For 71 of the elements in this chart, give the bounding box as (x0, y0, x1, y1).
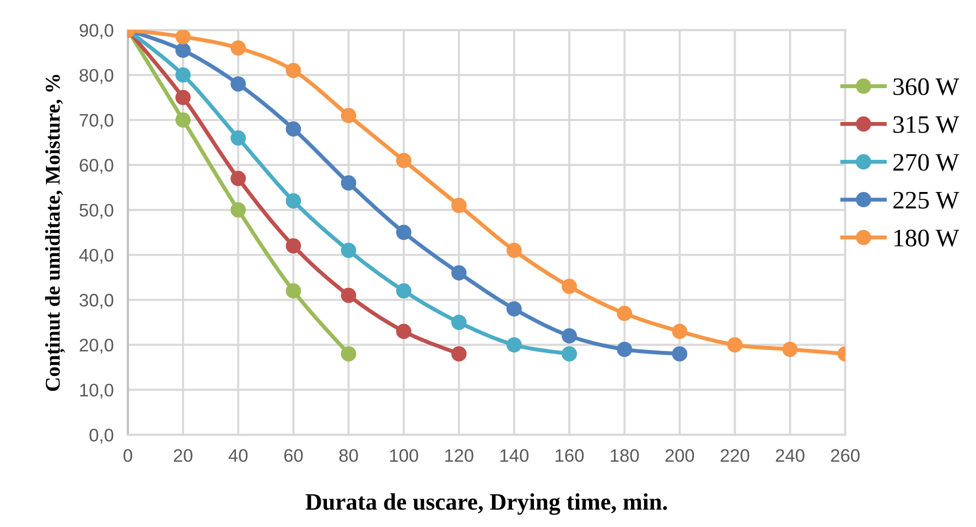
point (340, 175, 356, 191)
y-axis-title: Conținut de umiditate, Moisture, % (45, 74, 65, 391)
point (396, 283, 412, 299)
point (506, 242, 522, 258)
point (782, 342, 798, 357)
point (672, 324, 688, 339)
legend-label: 180 W (894, 230, 960, 247)
point (616, 306, 632, 321)
point (175, 90, 191, 106)
point (396, 224, 412, 240)
point (230, 202, 246, 218)
point (451, 346, 467, 362)
y-tick-label: 20,0 (80, 338, 114, 354)
point (616, 342, 632, 357)
point (175, 112, 191, 128)
x-tick-label: 40 (228, 449, 248, 462)
x-tick-label: 160 (556, 449, 584, 462)
point (175, 67, 191, 83)
x-tick-label: 80 (339, 449, 358, 462)
point (340, 346, 356, 362)
y-tick-label: 80,0 (80, 68, 114, 84)
x-tick-label: 240 (776, 449, 804, 462)
point (506, 337, 522, 352)
point (286, 238, 302, 254)
x-tick-label: 0 (124, 449, 132, 462)
point (396, 324, 412, 339)
point (175, 30, 191, 44)
y-tick-label: 40,0 (79, 248, 114, 264)
point (340, 288, 356, 304)
y-tick-label: 70,0 (80, 114, 114, 129)
x-tick-label: 20 (174, 449, 192, 462)
point (340, 108, 356, 124)
y-tick-label: 60,0 (80, 158, 114, 174)
point (340, 242, 356, 258)
point (506, 301, 522, 316)
point (286, 193, 302, 209)
legend-label: 270 W (893, 154, 960, 171)
y-tick-label: 50,0 (80, 204, 114, 219)
point (451, 198, 467, 214)
y-tick-label: 90,0 (80, 24, 114, 39)
point (230, 76, 246, 92)
x-tick-label: 260 (831, 449, 860, 462)
legend-label: 360 W (893, 78, 960, 96)
point (230, 40, 246, 56)
point (230, 170, 246, 186)
x-tick-label: 200 (666, 449, 694, 462)
point (562, 346, 577, 362)
point (175, 42, 191, 58)
point (396, 152, 412, 168)
legend-label: 225 W (893, 192, 960, 209)
y-tick-label: 10,0 (80, 384, 114, 399)
point (672, 346, 688, 362)
point (286, 121, 302, 137)
x-tick-label: 220 (720, 449, 750, 462)
point (286, 283, 302, 299)
x-axis-title: Durata de uscare, Drying time, min. (306, 493, 667, 515)
x-tick-label: 120 (445, 449, 474, 462)
point (562, 328, 577, 344)
x-tick-label: 60 (284, 449, 303, 462)
point (286, 62, 302, 78)
y-tick-label: 30,0 (80, 294, 114, 309)
x-tick-label: 140 (500, 449, 528, 462)
point (230, 130, 246, 146)
point (451, 314, 467, 330)
point (727, 337, 742, 352)
x-tick-label: 180 (610, 449, 639, 462)
x-tick-label: 100 (390, 449, 418, 462)
point (451, 265, 467, 281)
legend-label: 315 W (893, 116, 960, 134)
y-tick-label: 0,0 (90, 428, 114, 444)
point (562, 278, 577, 294)
